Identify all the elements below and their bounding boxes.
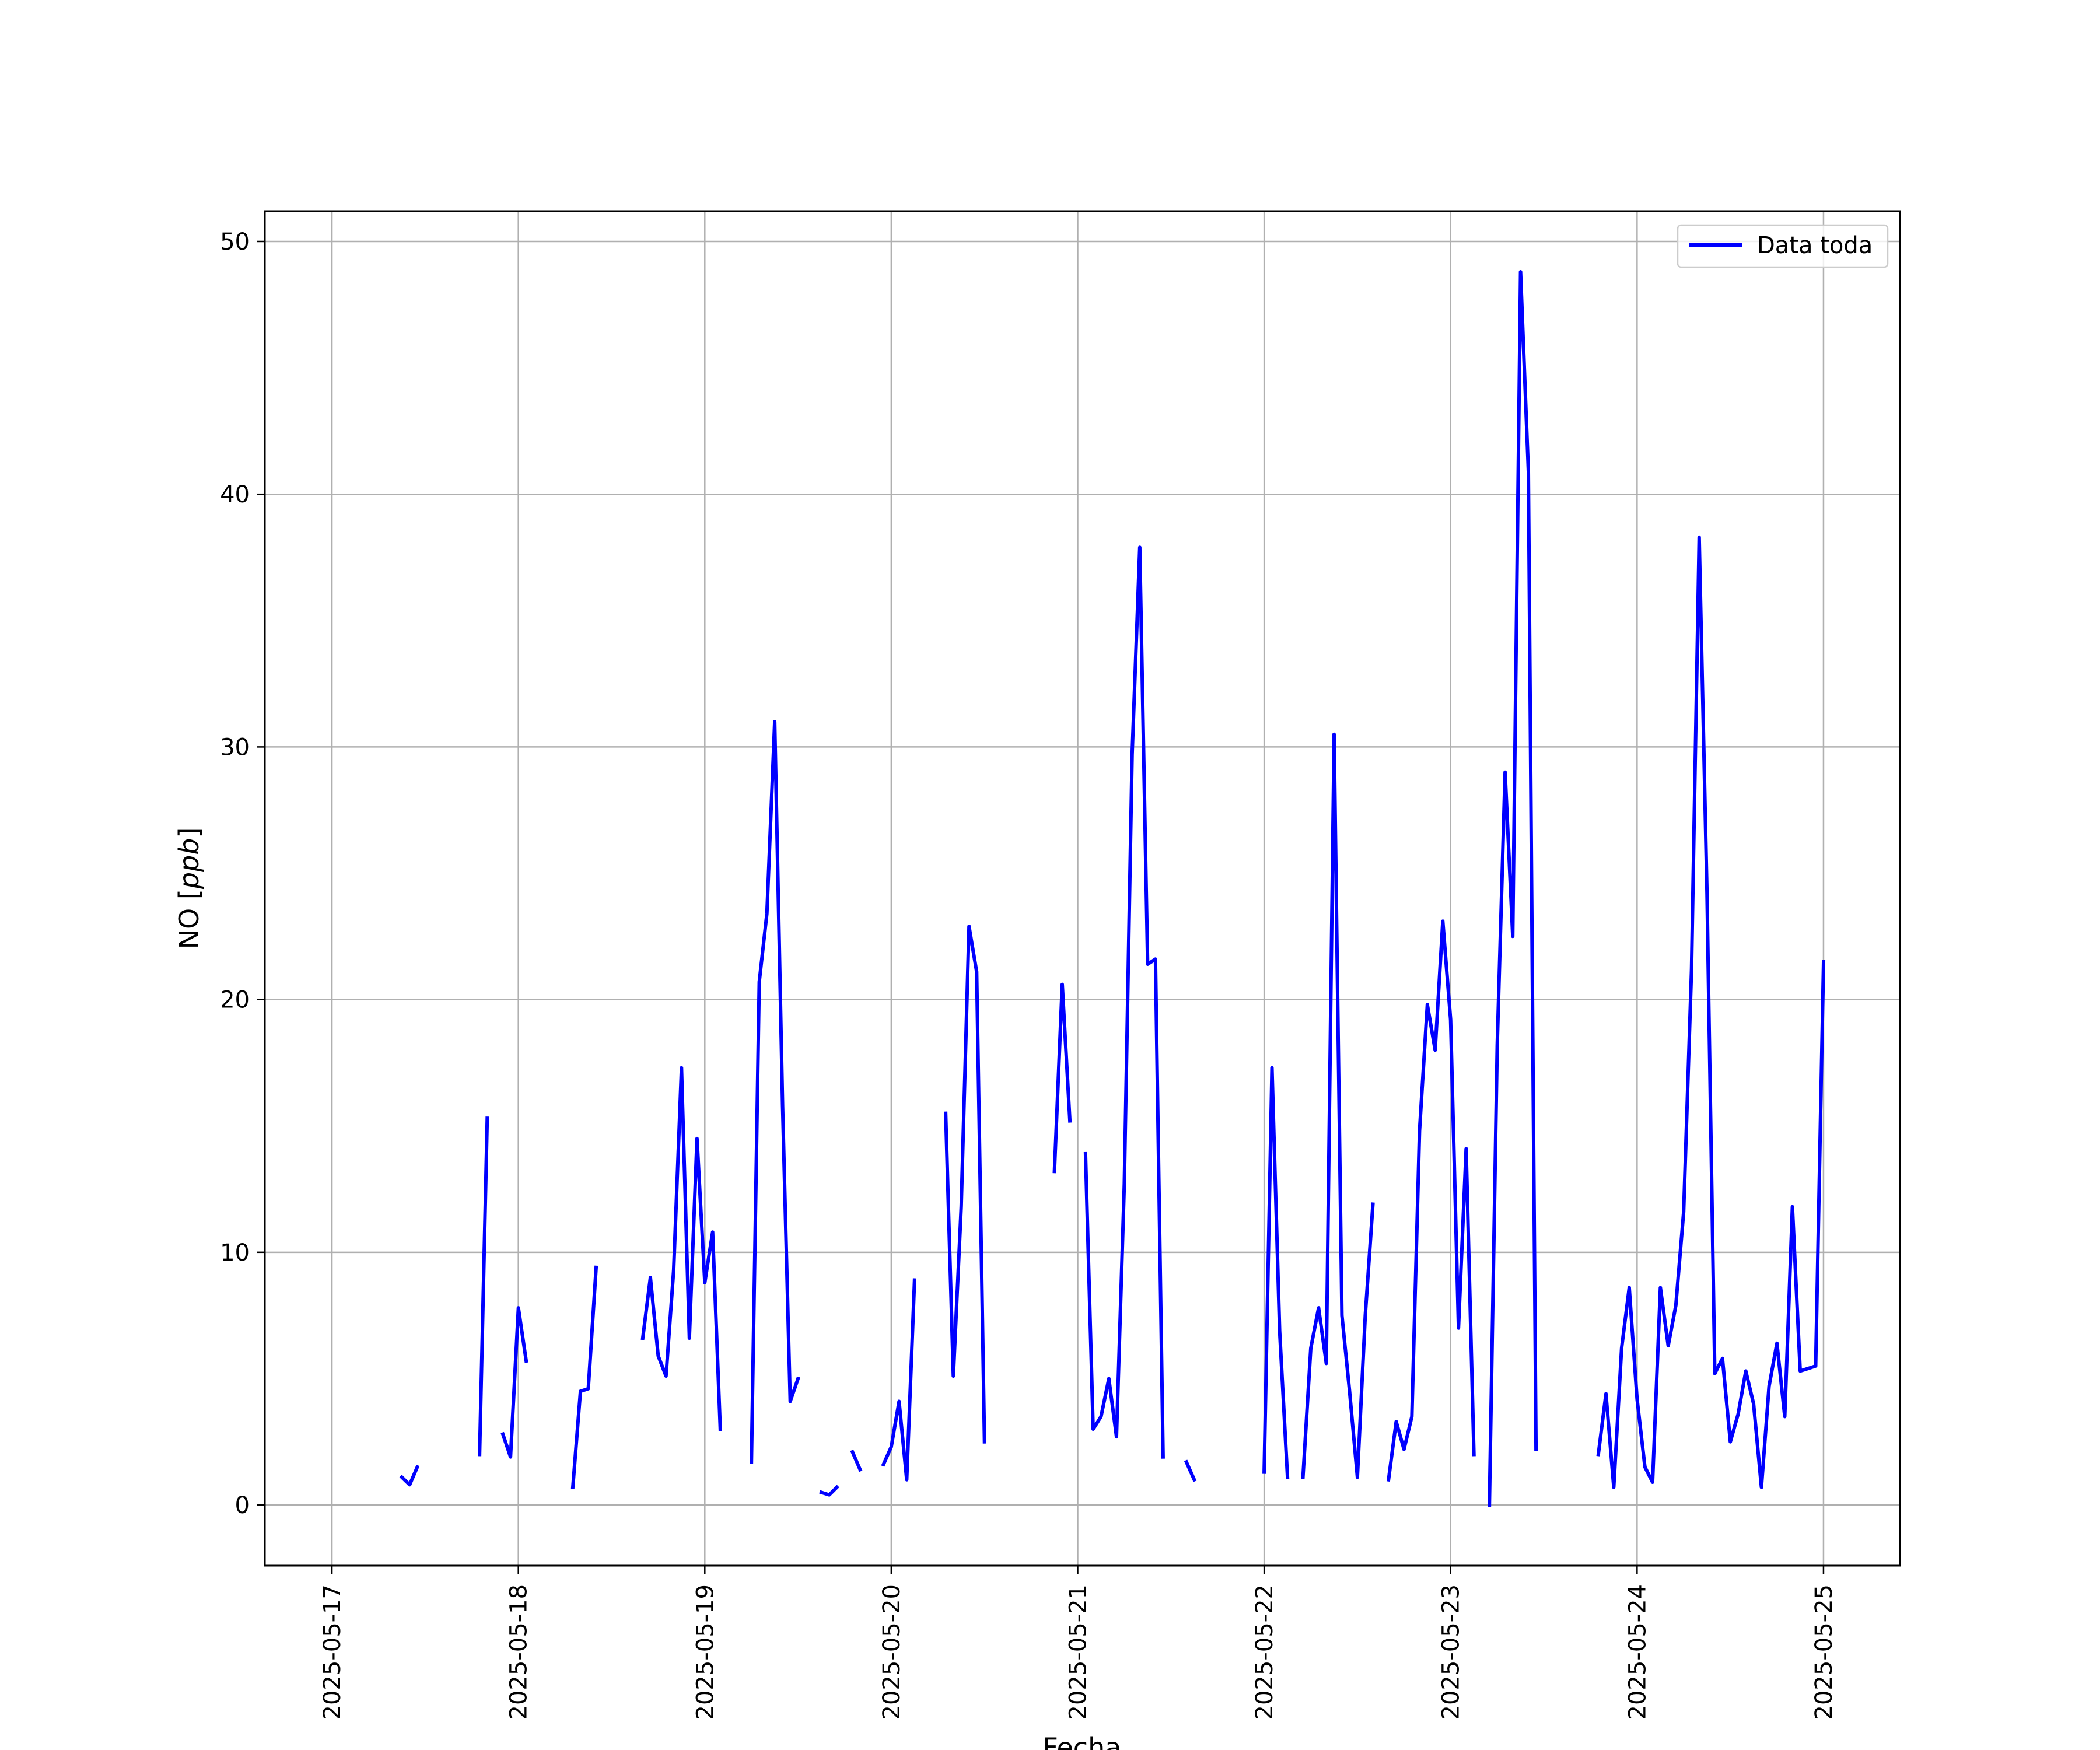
- x-axis-ticks: 2025-05-17 2025-05-18 2025-05-19 2025-05-20…: [319, 1566, 1838, 1720]
- y-axis-title-main: NO: [173, 900, 205, 949]
- series-line-segment: [1083, 545, 1165, 1459]
- x-tick-label: 2025-05-21: [1065, 1584, 1092, 1720]
- series-line-segment: [478, 1116, 489, 1457]
- series-line-segment: [570, 1265, 598, 1489]
- grid-lines: [265, 211, 1900, 1566]
- axes-background: [265, 211, 1900, 1566]
- series-line-segment: [1596, 535, 1826, 1489]
- x-tick-label: 2025-05-20: [878, 1584, 905, 1720]
- series-line-segment: [1052, 982, 1072, 1174]
- y-tick-label: 20: [220, 987, 250, 1014]
- series-line-segment: [1184, 1460, 1197, 1482]
- axes-frame: [264, 210, 1901, 1567]
- series-line-segment: [944, 925, 986, 1444]
- legend-label: Data toda: [1757, 232, 1873, 259]
- y-axis-title: NO [ppb]: [173, 828, 205, 950]
- series-line-segment: [1301, 732, 1375, 1479]
- y-tick-label: 0: [235, 1492, 250, 1519]
- series-line-segment: [640, 1066, 722, 1432]
- series-line-segment: [750, 720, 800, 1464]
- y-tick-label: 40: [220, 481, 250, 508]
- x-axis-title: Fecha: [1043, 1732, 1122, 1750]
- x-tick-label: 2025-05-19: [692, 1584, 719, 1720]
- series-layer: [399, 270, 1826, 1507]
- x-tick-label: 2025-05-24: [1624, 1584, 1651, 1720]
- y-tick-label: 30: [220, 734, 250, 761]
- y-tick-label: 50: [220, 229, 250, 256]
- series-line-segment: [1262, 1066, 1290, 1479]
- y-tick-label: 10: [220, 1240, 250, 1266]
- series-line-segment: [1488, 270, 1538, 1507]
- series-line-segment: [819, 1485, 839, 1497]
- x-tick-label: 2025-05-23: [1438, 1584, 1465, 1720]
- x-tick-label: 2025-05-17: [319, 1584, 346, 1720]
- series-line-segment: [881, 1278, 916, 1482]
- series-line-segment: [1386, 919, 1476, 1482]
- y-axis-title-bracket-open: [: [173, 889, 205, 900]
- legend: Data toda: [1676, 224, 1889, 268]
- x-tick-label: 2025-05-25: [1811, 1584, 1838, 1720]
- series-line-segment: [850, 1450, 863, 1472]
- x-tick-label: 2025-05-22: [1251, 1584, 1278, 1720]
- x-tick-label: 2025-05-18: [506, 1584, 533, 1720]
- y-axis-title-unit: ppb: [173, 838, 205, 890]
- series-line-segment: [399, 1465, 420, 1487]
- y-axis-ticks: 0 10 20 30 40 50: [220, 229, 265, 1519]
- legend-box: [1676, 224, 1889, 268]
- series-line-segment: [501, 1306, 528, 1459]
- y-axis-title-bracket-close: ]: [173, 828, 205, 838]
- plot-area: [264, 210, 1901, 1567]
